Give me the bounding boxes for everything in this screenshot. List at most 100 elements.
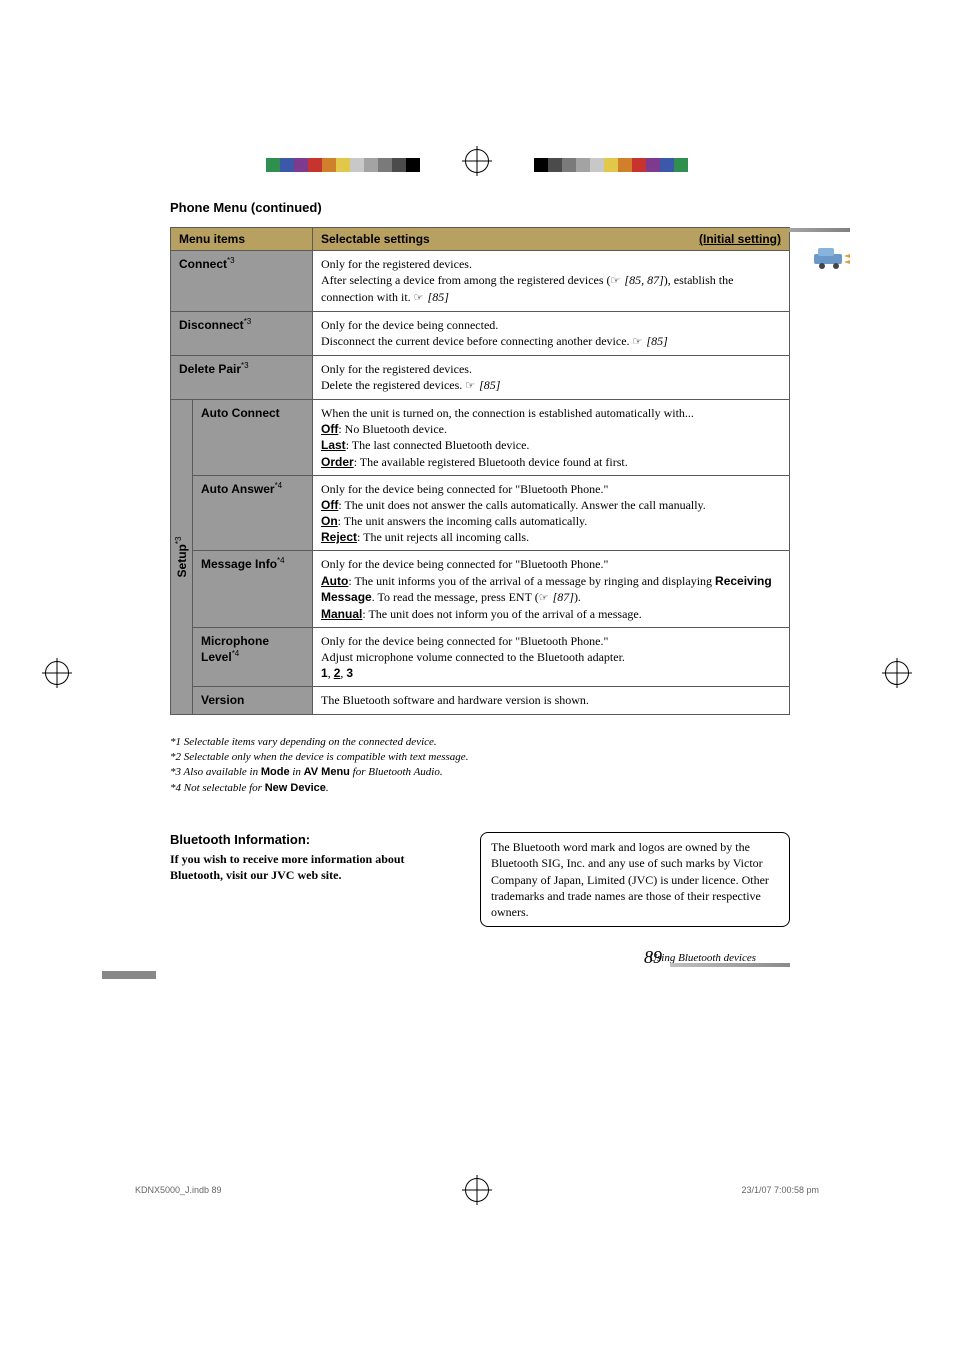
version-label-text: Version (201, 693, 244, 707)
row-miclevel-label: Microphone Level*4 (193, 627, 313, 687)
autoanswer-sup: *4 (275, 481, 283, 490)
color-swatch (534, 158, 548, 172)
color-swatch (322, 158, 336, 172)
section-title: Phone Menu (continued) (170, 200, 790, 215)
color-swatch (350, 158, 364, 172)
row-connect-label: Connect*3 (171, 251, 313, 312)
color-swatch (562, 158, 576, 172)
row-messageinfo-label: Message Info*4 (193, 551, 313, 627)
row-disconnect-body: Only for the device being connected. Dis… (313, 311, 790, 355)
color-swatch (548, 158, 562, 172)
registration-mark (465, 149, 489, 173)
autoconnect-off-v: : No Bluetooth device. (338, 422, 447, 436)
pointer-icon (633, 334, 644, 348)
row-connect-body: Only for the registered devices. After s… (313, 251, 790, 312)
bt-info-left: Bluetooth Information: If you wish to re… (170, 832, 458, 927)
th-settings: Selectable settings (Initial setting) (313, 228, 790, 251)
print-footer: KDNX5000_J.indb 89 23/1/07 7:00:58 pm (135, 1185, 819, 1195)
disconnect-sup: *3 (244, 317, 252, 326)
footnotes: *1 Selectable items vary depending on th… (170, 735, 790, 797)
disconnect-ref: [85] (643, 334, 667, 348)
messageinfo-auto-v1: : The unit informs you of the arrival of… (348, 574, 715, 588)
registration-mark (45, 661, 69, 685)
messageinfo-auto-v2: . To read the message, press ENT ( (372, 590, 539, 604)
setup-label-text: Setup (174, 544, 188, 577)
miclevel-label2: Level (201, 650, 232, 664)
f3c: in (290, 766, 304, 778)
disconnect-label-text: Disconnect (179, 318, 244, 332)
autoanswer-rej-v: : The unit rejects all incoming calls. (357, 530, 529, 544)
miclevel-l2: Adjust microphone volume connected to th… (321, 650, 625, 664)
messageinfo-l1: Only for the device being connected for … (321, 557, 608, 571)
connect-sup: *3 (227, 256, 235, 265)
print-file: KDNX5000_J.indb 89 (135, 1185, 222, 1195)
color-swatch (688, 158, 702, 172)
page-footer: Using Bluetooth devices 89 (170, 955, 790, 975)
bt-info-heading: Bluetooth Information: (170, 832, 458, 847)
th-settings-label: Selectable settings (321, 232, 430, 246)
autoconnect-label-text: Auto Connect (201, 406, 280, 420)
f3b: Mode (261, 766, 290, 778)
messageinfo-man-v: : The unit does not inform you of the ar… (362, 607, 641, 621)
row-messageinfo-body: Only for the device being connected for … (313, 551, 790, 627)
page-number: 89 (644, 947, 662, 968)
f4b: New Device (265, 782, 326, 794)
color-swatch (590, 158, 604, 172)
row-autoconnect-body: When the unit is turned on, the connecti… (313, 399, 790, 475)
f3a: *3 Also available in (170, 766, 261, 778)
deletepair-sup: *3 (241, 361, 249, 370)
autoconnect-last-k: Last (321, 438, 346, 452)
messageinfo-auto-k: Auto (321, 574, 348, 588)
footnote-1: *1 Selectable items vary depending on th… (170, 735, 790, 750)
row-miclevel-body: Only for the device being connected for … (313, 627, 790, 687)
messageinfo-auto-ref: [87] (550, 590, 574, 604)
autoanswer-on-k: On (321, 514, 338, 528)
autoanswer-off-v: : The unit does not answer the calls aut… (338, 498, 705, 512)
color-bar-left (110, 158, 420, 172)
disconnect-l1: Only for the device being connected. (321, 318, 498, 332)
connect-l1: Only for the registered devices. (321, 257, 472, 271)
setup-sup: *3 (173, 536, 182, 544)
messageinfo-auto-v3: ). (574, 590, 581, 604)
miclevel-l1: Only for the device being connected for … (321, 634, 608, 648)
color-swatch (336, 158, 350, 172)
autoanswer-l1: Only for the device being connected for … (321, 482, 608, 496)
color-swatch (406, 158, 420, 172)
f4c: . (326, 782, 329, 794)
autoconnect-l1: When the unit is turned on, the connecti… (321, 406, 694, 420)
pointer-icon (539, 590, 550, 604)
pointer-icon (611, 273, 622, 287)
f3d: AV Menu (304, 766, 350, 778)
color-swatch (392, 158, 406, 172)
color-swatch (364, 158, 378, 172)
connect-l2a: After selecting a device from among the … (321, 273, 611, 287)
row-version-label: Version (193, 687, 313, 714)
row-version-body: The Bluetooth software and hardware vers… (313, 687, 790, 714)
miclevel-v2: 2 (334, 666, 341, 680)
registration-mark (885, 661, 909, 685)
row-deletepair-body: Only for the registered devices. Delete … (313, 355, 790, 399)
color-swatch (646, 158, 660, 172)
miclevel-sup: *4 (232, 649, 240, 658)
footer-rule (670, 963, 790, 967)
row-autoanswer-body: Only for the device being connected for … (313, 475, 790, 551)
row-autoconnect-label: Auto Connect (193, 399, 313, 475)
th-initial: (Initial setting) (699, 232, 781, 246)
color-swatch (660, 158, 674, 172)
autoconnect-off-k: Off (321, 422, 338, 436)
color-swatch (632, 158, 646, 172)
color-swatch (266, 158, 280, 172)
deletepair-l1: Only for the registered devices. (321, 362, 472, 376)
pointer-icon (465, 378, 476, 392)
miclevel-v1: 1 (321, 666, 328, 680)
version-l1: The Bluetooth software and hardware vers… (321, 693, 589, 707)
bluetooth-info: Bluetooth Information: If you wish to re… (170, 832, 790, 927)
autoanswer-on-v: : The unit answers the incoming calls au… (338, 514, 588, 528)
color-swatch (378, 158, 392, 172)
f4a: *4 Not selectable for (170, 782, 265, 794)
color-bar-right (534, 158, 844, 172)
autoanswer-rej-k: Reject (321, 530, 357, 544)
bt-info-box: The Bluetooth word mark and logos are ow… (480, 832, 790, 927)
print-timestamp: 23/1/07 7:00:58 pm (741, 1185, 819, 1195)
autoanswer-label-text: Auto Answer (201, 482, 275, 496)
